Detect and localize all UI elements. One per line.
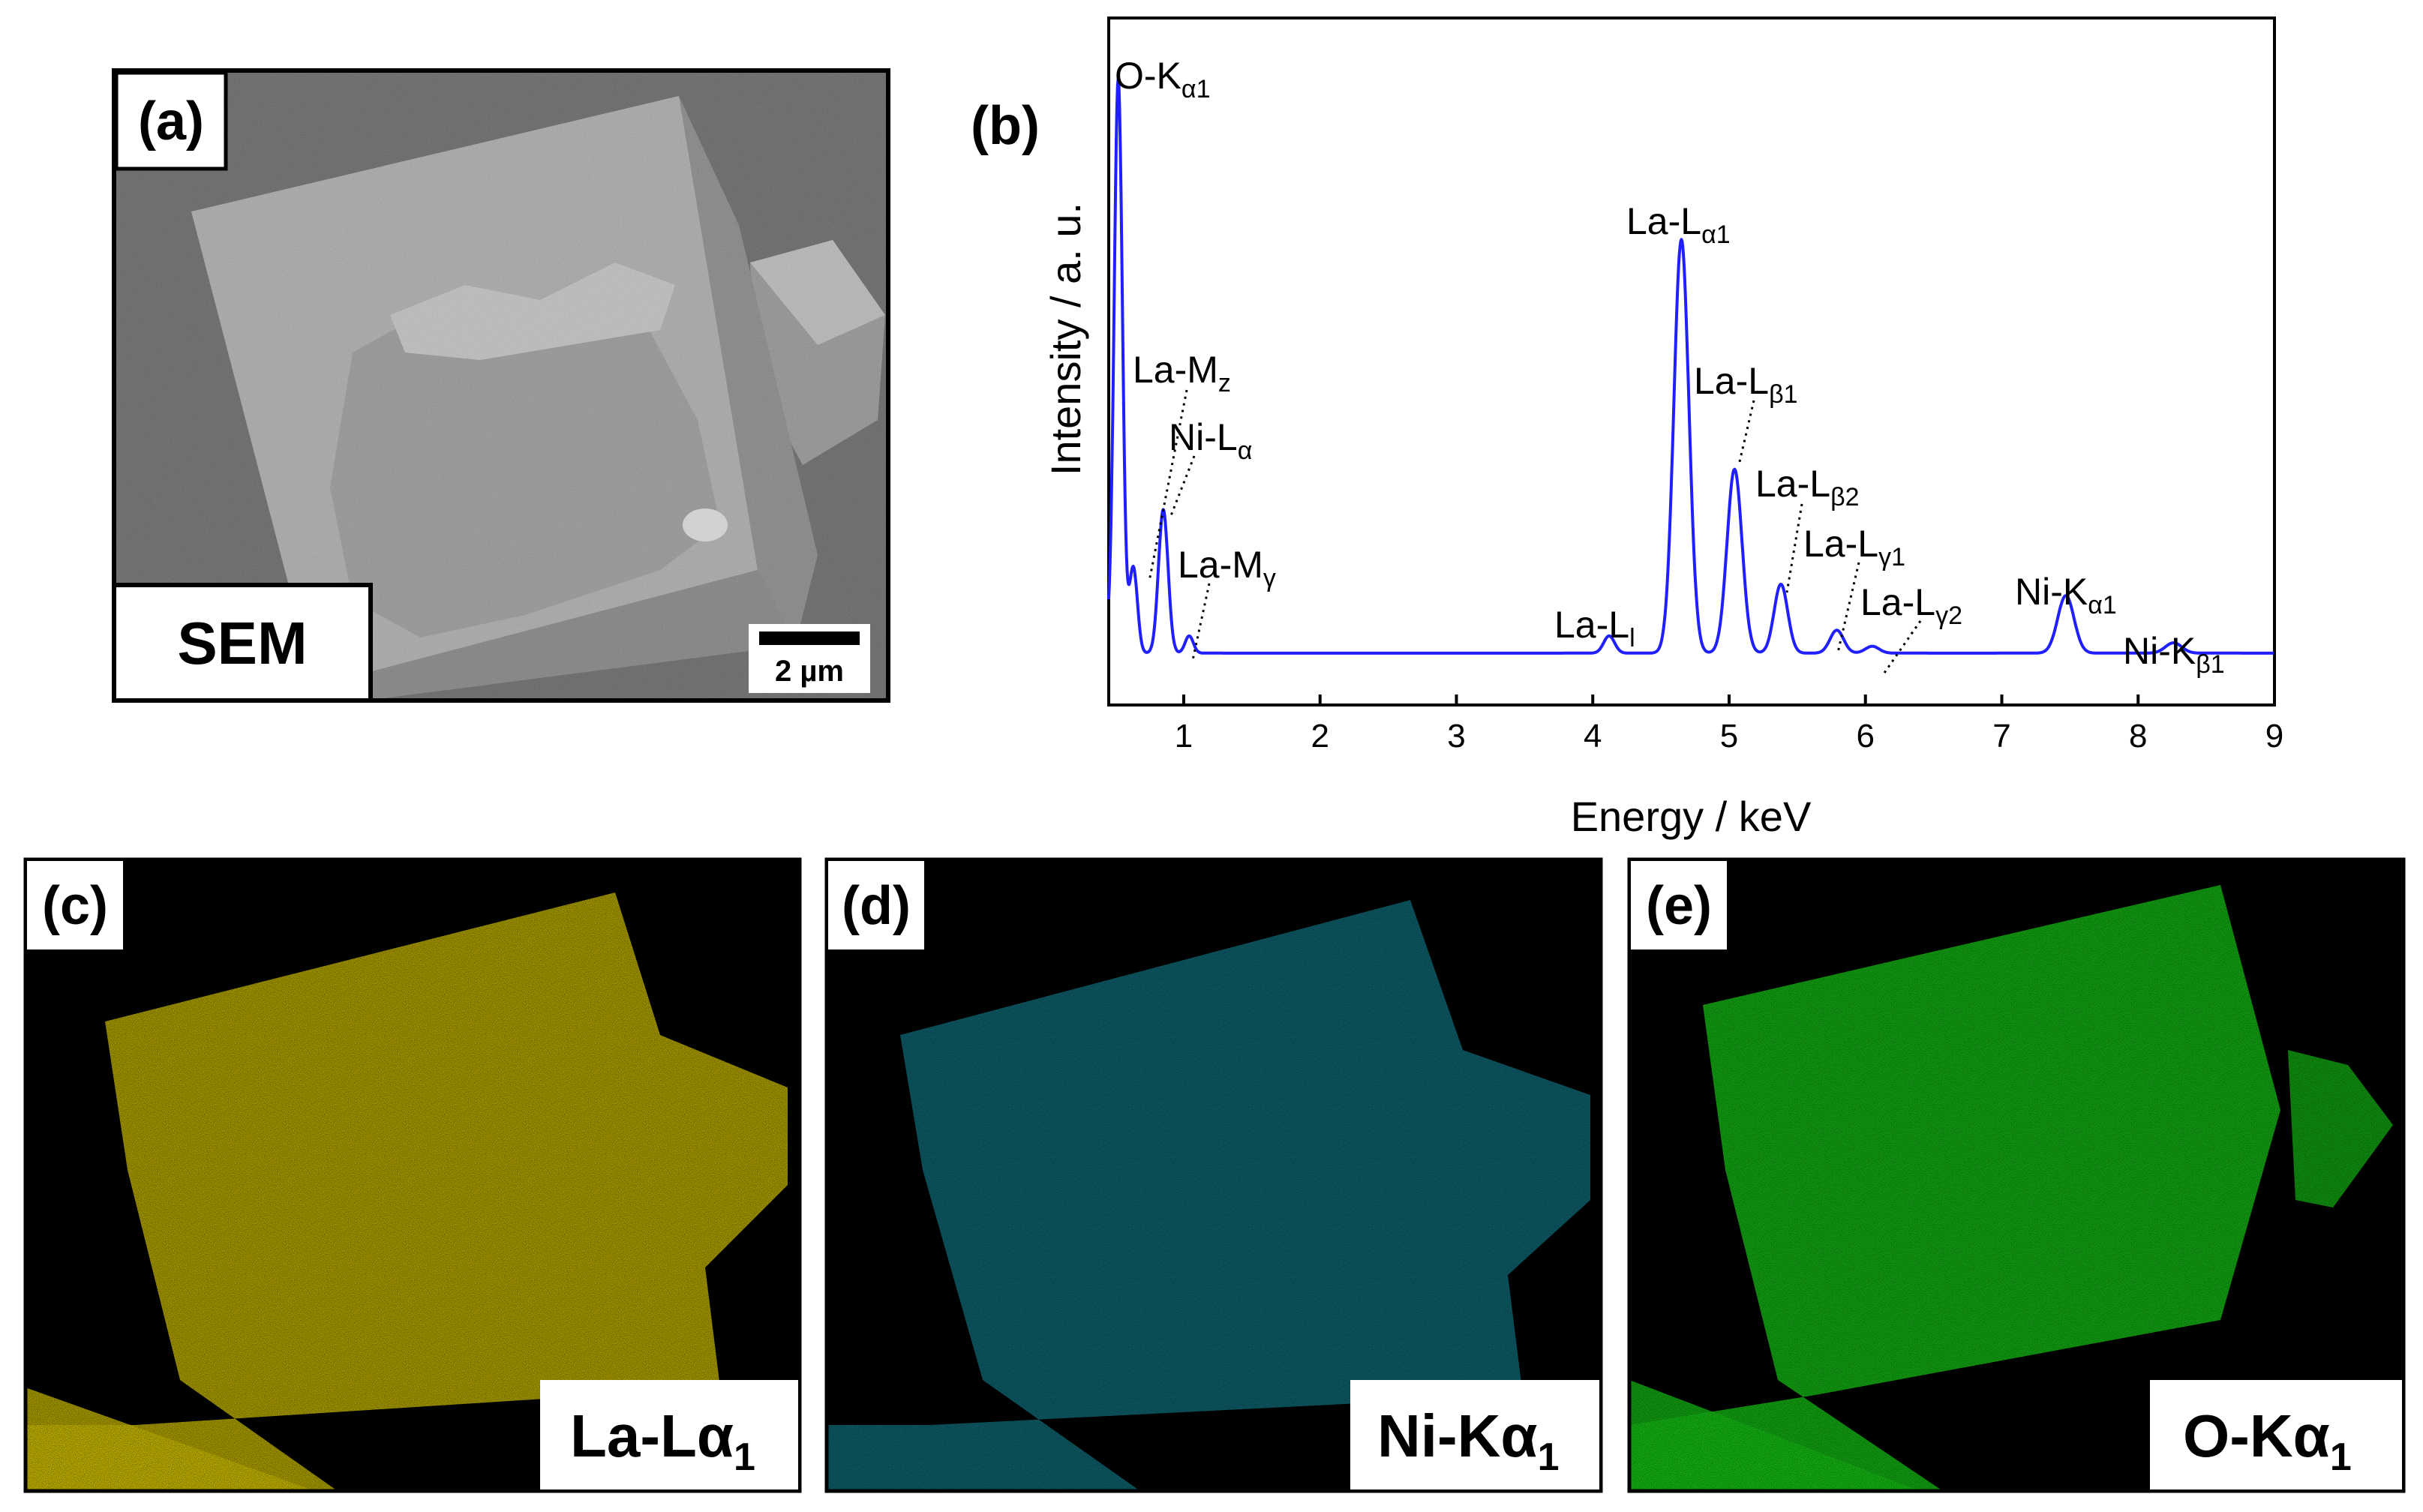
peak-label: La-Mz xyxy=(1133,349,1231,398)
x-tick-label: 5 xyxy=(1720,718,1738,754)
panel-b: (b) 1 2 3 4 5 6 7 8 9 O-Kα1 La-Mz Ni-Lα La-Mγ La-Ll L… xyxy=(971,16,2283,840)
peak-label: Ni-Kα1 xyxy=(2015,571,2117,620)
panel-c-letter: (c) xyxy=(42,876,108,936)
ni-map-image xyxy=(827,860,1601,1491)
peak-leader-lines xyxy=(1148,389,1922,676)
peak-label: La-Lγ2 xyxy=(1860,581,1962,630)
svg-text:O-Kα1: O-Kα1 xyxy=(2183,1402,2352,1479)
panel-d-element: Ni-Kα xyxy=(1377,1402,1538,1469)
peak-label: La-Ll xyxy=(1554,604,1635,652)
panel-c-subscript: 1 xyxy=(734,1436,755,1479)
leader-line xyxy=(1785,503,1803,593)
panel-a-letter: (a) xyxy=(138,92,204,152)
peak-label: La-Lβ1 xyxy=(1694,360,1798,409)
panel-a: (a) SEM 2 µm xyxy=(112,68,890,703)
peak-label: La-Lβ2 xyxy=(1755,463,1860,512)
panel-d: (d) Ni-Kα1 xyxy=(824,857,1603,1493)
panel-d-letter: (d) xyxy=(842,876,911,936)
scale-bar xyxy=(759,632,860,645)
leader-line xyxy=(1148,389,1188,582)
la-map-image xyxy=(26,860,800,1491)
x-tick-label: 3 xyxy=(1447,718,1465,754)
panel-e-frame xyxy=(1627,857,2406,1493)
peak-label: La-Lγ1 xyxy=(1803,523,1905,572)
x-tick-label: 7 xyxy=(1992,718,2010,754)
x-tick-label: 4 xyxy=(1584,718,1602,754)
panel-b-letter: (b) xyxy=(971,96,1040,156)
peak-labels: O-Kα1 La-Mz Ni-Lα La-Mγ La-Ll La-Lα1 La-Lβ1 La-… xyxy=(1115,55,2225,679)
x-tick-label: 2 xyxy=(1311,718,1329,754)
panel-c: (c) La-Lα1 xyxy=(23,857,802,1493)
leader-line xyxy=(1836,562,1860,653)
x-tick-label: 1 xyxy=(1175,718,1193,754)
peak-label: La-Lα1 xyxy=(1626,200,1731,249)
peak-label: Ni-Lα xyxy=(1169,416,1252,465)
panel-a-letter-box xyxy=(114,70,228,171)
panel-d-frame xyxy=(824,857,1603,1493)
panel-a-sem-badge xyxy=(112,583,373,703)
panel-e-letter-box xyxy=(1631,861,1727,950)
panel-e-element: O-Kα xyxy=(2183,1402,2330,1469)
peak-label: La-Mγ xyxy=(1178,544,1276,592)
leader-line xyxy=(1881,620,1922,676)
x-tick-label: 6 xyxy=(1856,718,1874,754)
peak-label: O-Kα1 xyxy=(1115,55,1210,104)
panel-c-element-box xyxy=(540,1380,798,1490)
panel-e-letter: (e) xyxy=(1646,876,1712,936)
spectrum-line xyxy=(1107,76,2275,655)
scale-bar-label: 2 µm xyxy=(775,655,844,688)
plot-frame xyxy=(1107,16,2276,706)
panel-d-subscript: 1 xyxy=(1538,1436,1560,1479)
panel-d-letter-box xyxy=(828,861,924,950)
panel-e-subscript: 1 xyxy=(2330,1436,2352,1479)
panel-c-frame xyxy=(23,857,802,1493)
x-tick-label: 8 xyxy=(2129,718,2147,754)
panel-e-element-box xyxy=(2150,1380,2402,1490)
panel-d-element-box xyxy=(1350,1380,1599,1490)
panel-c-letter-box xyxy=(27,861,123,950)
leader-line xyxy=(1169,455,1196,518)
leader-line xyxy=(1737,400,1755,466)
panel-a-frame xyxy=(112,68,890,703)
peak-label: Ni-Kβ1 xyxy=(2123,630,2225,679)
y-axis-label: Intensity / a. u. xyxy=(1042,202,1089,476)
panel-c-element: La-Lα xyxy=(570,1402,734,1469)
svg-text:Ni-Kα1: Ni-Kα1 xyxy=(1377,1402,1560,1479)
x-tick-label: 9 xyxy=(2265,718,2283,754)
panel-a-sem-label: SEM xyxy=(177,610,307,676)
x-axis-label: Energy / keV xyxy=(1571,793,1812,840)
sem-image xyxy=(114,70,888,700)
svg-text:La-Lα1: La-Lα1 xyxy=(570,1402,755,1479)
x-axis: 1 2 3 4 5 6 7 8 9 xyxy=(1175,694,2283,754)
panel-e: (e) O-Kα1 xyxy=(1627,857,2406,1493)
